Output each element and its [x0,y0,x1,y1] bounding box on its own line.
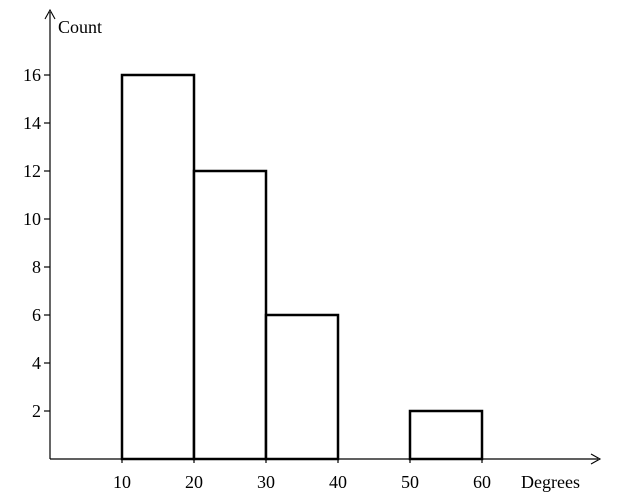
x-tick-label-60: 60 [473,472,491,492]
x-tick-label-30: 30 [257,472,275,492]
y-tick-label-4: 4 [32,353,41,373]
histogram-bar-20-30 [192,169,268,461]
x-axis-label: Degrees [521,472,580,492]
ticks-group: 2 4 6 8 10 12 14 16 10 20 30 40 50 60 [23,65,491,492]
y-axis-arrowhead [44,8,56,20]
axes-group [44,8,602,465]
y-tick-label-12: 12 [23,161,41,181]
x-tick-label-10: 10 [113,472,131,492]
y-tick-label-14: 14 [23,113,41,133]
histogram-bar-10-20 [120,73,196,461]
histogram-bar-30-40 [264,313,340,461]
y-tick-label-2: 2 [32,401,41,421]
x-tick-label-20: 20 [185,472,203,492]
x-axis-arrowhead [590,453,602,465]
histogram-bar-50-60 [408,409,484,461]
x-tick-label-40: 40 [329,472,347,492]
y-axis-label: Count [58,17,102,37]
y-tick-label-16: 16 [23,65,41,85]
x-tick-label-50: 50 [401,472,419,492]
y-tick-label-8: 8 [32,257,41,277]
y-tick-label-10: 10 [23,209,41,229]
y-tick-label-6: 6 [32,305,41,325]
bars-group [120,73,484,461]
